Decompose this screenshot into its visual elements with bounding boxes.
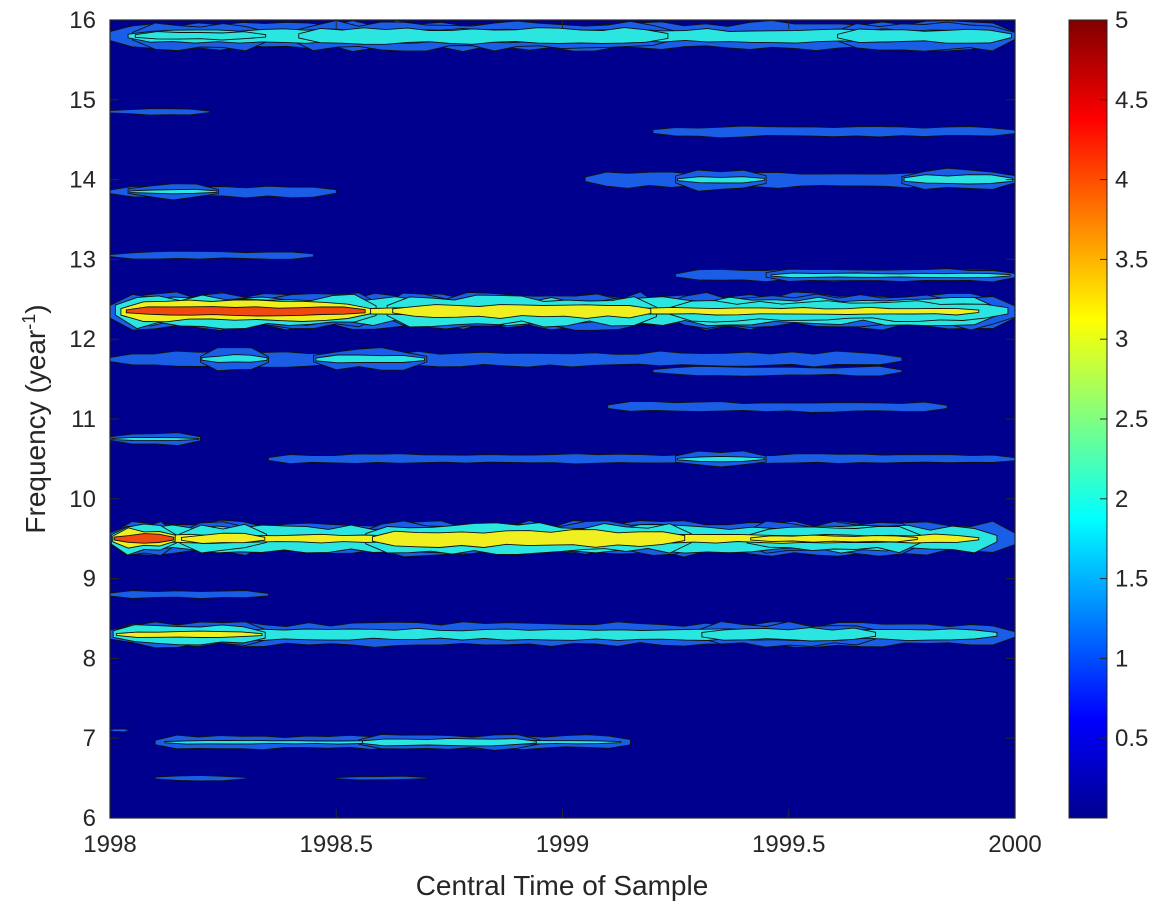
contour-region xyxy=(676,455,765,463)
contour-region xyxy=(181,532,266,544)
contour-band xyxy=(607,401,948,413)
colorbar-tick-label: 3 xyxy=(1115,326,1128,353)
contour-region xyxy=(298,27,669,45)
contour-region xyxy=(115,630,263,638)
contour-fill-layer xyxy=(110,20,1015,782)
contour-band xyxy=(110,621,1015,649)
contour-region xyxy=(903,174,1014,185)
y-tick-label: 14 xyxy=(69,167,96,194)
contour-region xyxy=(335,775,428,781)
y-tick-label: 6 xyxy=(83,805,96,832)
y-tick-label: 15 xyxy=(69,87,96,114)
contour-region xyxy=(110,728,129,733)
x-tick-label: 1999.5 xyxy=(752,831,825,858)
contour-region xyxy=(701,627,877,642)
contour-band xyxy=(154,733,631,751)
colorbar-tick-label: 1.5 xyxy=(1115,566,1148,593)
contour-region xyxy=(110,108,211,116)
colorbar-tick-label: 1 xyxy=(1115,645,1128,672)
y-tick-label: 16 xyxy=(69,7,96,34)
y-tick-label: 10 xyxy=(69,486,96,513)
contour-region xyxy=(129,188,218,195)
x-axis: 1998 1998.5 1999 1999.5 2000 xyxy=(83,20,1042,858)
contour-band xyxy=(110,250,315,260)
contour-band xyxy=(110,347,903,372)
contour-region xyxy=(770,272,1011,279)
contour-band xyxy=(110,590,269,600)
contour-region xyxy=(652,125,1015,139)
y-tick-label: 11 xyxy=(71,406,96,433)
x-tick-label: 1998 xyxy=(83,831,136,858)
contour-band xyxy=(110,432,201,447)
plot-background xyxy=(110,20,1015,818)
colorbar-tick-label: 2 xyxy=(1115,486,1128,513)
contour-region xyxy=(676,176,765,184)
y-axis-label-exponent: -1 xyxy=(19,314,39,330)
contour-region xyxy=(154,774,247,782)
contour-region xyxy=(607,401,948,413)
contour-band xyxy=(110,291,1015,332)
contour-region xyxy=(652,365,903,377)
y-axis-label-close: ) xyxy=(20,304,51,313)
y-axis: 6 7 8 9 10 11 12 13 14 15 16 xyxy=(69,7,1015,832)
contour-band xyxy=(110,108,211,116)
contour-region xyxy=(750,534,918,543)
contour-region xyxy=(392,304,652,319)
contour-region xyxy=(110,250,315,260)
y-tick-label: 12 xyxy=(69,326,96,353)
y-tick-label: 7 xyxy=(83,725,96,752)
contour-band xyxy=(154,774,247,782)
colorbar-tick-label: 3.5 xyxy=(1115,246,1148,273)
x-tick-label: 1999 xyxy=(536,831,589,858)
contour-region xyxy=(837,28,1012,44)
y-tick-label: 13 xyxy=(69,246,96,273)
contour-band xyxy=(335,775,428,781)
contour-region xyxy=(267,453,1015,465)
contour-band xyxy=(584,167,1015,192)
x-tick-label: 2000 xyxy=(988,831,1041,858)
contour-region xyxy=(315,354,425,364)
contour-band xyxy=(267,450,1015,468)
contour-region xyxy=(113,533,175,544)
colorbar-tick-label: 2.5 xyxy=(1115,406,1148,433)
contour-band xyxy=(110,728,129,733)
y-axis-label-main: Frequency (year xyxy=(20,330,51,534)
contour-band xyxy=(652,125,1015,139)
y-axis-label: Frequency (year-1) xyxy=(19,304,51,533)
contour-band xyxy=(675,268,1015,283)
contour-region xyxy=(110,590,269,600)
contour-band xyxy=(110,183,337,201)
contour-region xyxy=(134,31,267,41)
contour-region xyxy=(111,436,200,442)
colorbar-tick-label: 4.5 xyxy=(1115,87,1148,114)
contour-band xyxy=(652,365,903,377)
y-tick-label: 9 xyxy=(83,566,96,593)
y-tick-label: 8 xyxy=(83,645,96,672)
contour-region xyxy=(362,737,537,747)
contour-band xyxy=(110,519,1015,558)
colorbar-tick-label: 0.5 xyxy=(1115,725,1148,752)
colorbar-tick-label: 4 xyxy=(1115,167,1128,194)
x-axis-label: Central Time of Sample xyxy=(416,870,709,901)
colorbar-axis: 0.5 1 1.5 2 2.5 3 3.5 4 4.5 5 xyxy=(1100,7,1148,752)
contour-region xyxy=(371,529,686,548)
x-tick-label: 1998.5 xyxy=(300,831,373,858)
colorbar-tick-label: 5 xyxy=(1115,7,1128,34)
contour-region xyxy=(125,306,366,317)
contour-region xyxy=(201,354,268,363)
